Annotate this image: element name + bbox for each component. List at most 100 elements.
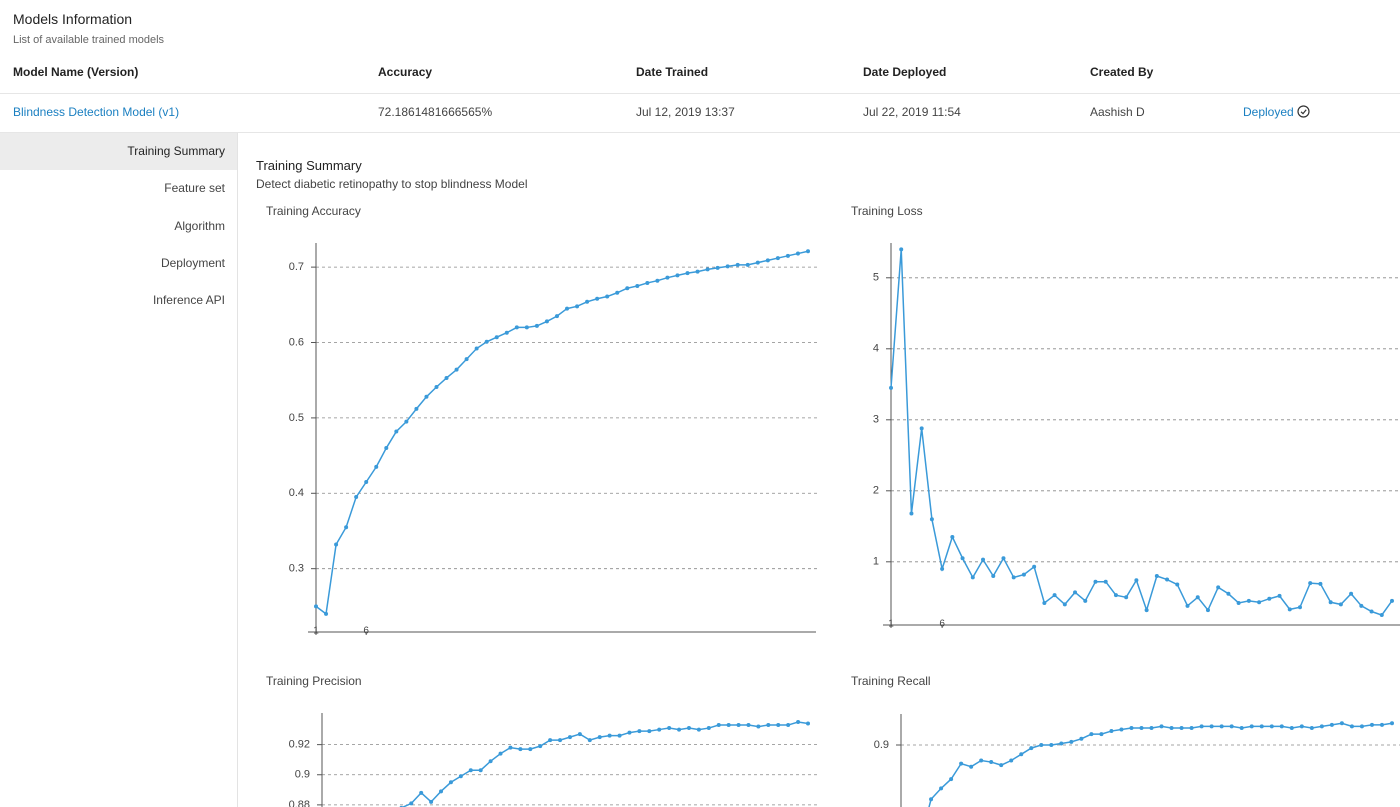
data-point bbox=[354, 495, 359, 500]
x-tick-label: 1 bbox=[888, 619, 894, 630]
nav-item[interactable]: Training Summary bbox=[0, 133, 237, 170]
data-point bbox=[1246, 598, 1251, 603]
data-point bbox=[1318, 581, 1323, 586]
data-point bbox=[448, 780, 453, 785]
data-point bbox=[419, 790, 424, 795]
data-point bbox=[1109, 729, 1114, 734]
status[interactable]: Deployed bbox=[1243, 105, 1310, 119]
data-point bbox=[324, 611, 329, 616]
data-point bbox=[1257, 600, 1262, 605]
data-point bbox=[409, 801, 414, 806]
data-point bbox=[645, 280, 650, 285]
data-point bbox=[1165, 577, 1170, 582]
data-point bbox=[528, 747, 533, 752]
data-point bbox=[637, 729, 642, 734]
data-point bbox=[909, 511, 914, 516]
data-point bbox=[575, 304, 580, 309]
data-point bbox=[1359, 724, 1364, 729]
data-line bbox=[890, 249, 1393, 616]
data-point bbox=[1189, 725, 1194, 730]
nav-item[interactable]: Deployment bbox=[160, 256, 225, 270]
nav-item[interactable]: Algorithm bbox=[174, 219, 225, 233]
data-point bbox=[524, 325, 529, 330]
data-point bbox=[1319, 724, 1324, 729]
data-point bbox=[1144, 608, 1149, 613]
y-tick-label: 2 bbox=[873, 485, 879, 497]
data-point bbox=[1195, 595, 1200, 600]
data-point bbox=[1199, 724, 1204, 729]
data-point bbox=[695, 269, 700, 274]
data-point bbox=[344, 525, 349, 530]
data-point bbox=[1249, 724, 1254, 729]
status-text: Deployed bbox=[1243, 105, 1294, 119]
data-point bbox=[334, 542, 339, 547]
data-point bbox=[1219, 724, 1224, 729]
data-point bbox=[766, 723, 771, 728]
data-point bbox=[806, 249, 810, 254]
data-point bbox=[756, 724, 761, 729]
data-point bbox=[414, 406, 419, 411]
y-tick-label: 0.4 bbox=[289, 487, 304, 499]
data-point bbox=[1093, 579, 1098, 584]
data-point bbox=[1079, 736, 1084, 741]
y-tick-label: 0.9 bbox=[874, 739, 889, 751]
data-point bbox=[1185, 603, 1190, 608]
page-subtitle: List of available trained models bbox=[13, 34, 165, 46]
data-point bbox=[716, 723, 721, 728]
data-point bbox=[1349, 724, 1354, 729]
data-point bbox=[615, 290, 620, 295]
data-point bbox=[1089, 732, 1094, 737]
model-link[interactable]: Blindness Detection Model (v1) bbox=[13, 105, 180, 119]
data-point bbox=[488, 759, 493, 764]
data-point bbox=[434, 384, 439, 389]
data-point bbox=[1338, 602, 1343, 607]
data-point bbox=[384, 446, 389, 451]
data-point bbox=[1083, 598, 1088, 603]
data-point bbox=[655, 278, 660, 283]
nav-item[interactable]: Inference API bbox=[152, 293, 225, 307]
data-point bbox=[444, 375, 449, 380]
data-point bbox=[755, 260, 760, 265]
y-tick-label: 0.3 bbox=[289, 563, 304, 575]
data-line bbox=[401, 721, 809, 807]
data-point bbox=[706, 726, 711, 731]
section-title: Training Summary bbox=[256, 158, 362, 173]
data-point bbox=[1349, 591, 1354, 596]
data-point bbox=[1236, 600, 1241, 605]
sidebar: Training Summary Feature set Algorithm D… bbox=[0, 133, 238, 807]
data-point bbox=[705, 267, 710, 272]
data-point bbox=[404, 419, 409, 424]
data-point bbox=[558, 738, 563, 743]
data-point bbox=[364, 479, 369, 484]
data-point bbox=[1049, 743, 1054, 747]
column-header: Created By bbox=[1090, 65, 1154, 79]
data-point bbox=[899, 247, 904, 252]
nav-item[interactable]: Feature set bbox=[164, 181, 225, 195]
data-point bbox=[1267, 596, 1272, 601]
data-point bbox=[795, 251, 800, 256]
data-point bbox=[715, 265, 720, 270]
data-point bbox=[544, 319, 549, 324]
check-icon bbox=[1297, 105, 1310, 118]
data-point bbox=[950, 534, 955, 539]
data-point bbox=[647, 729, 652, 734]
data-point bbox=[567, 735, 572, 740]
data-point bbox=[605, 294, 610, 299]
y-tick-label: 4 bbox=[873, 343, 879, 355]
data-point bbox=[1369, 609, 1374, 614]
data-point bbox=[776, 723, 781, 728]
data-point bbox=[685, 271, 690, 276]
data-point bbox=[981, 557, 986, 562]
y-tick-label: 0.9 bbox=[295, 769, 310, 781]
data-point bbox=[929, 797, 934, 802]
x-tick-label: 6 bbox=[939, 619, 945, 630]
data-point bbox=[577, 732, 582, 737]
data-line bbox=[315, 250, 809, 616]
data-point bbox=[1287, 607, 1292, 612]
data-line bbox=[928, 722, 1393, 807]
data-point bbox=[1099, 732, 1104, 737]
data-point bbox=[1390, 598, 1394, 603]
data-point bbox=[1216, 585, 1221, 590]
data-point bbox=[1039, 743, 1044, 747]
data-point bbox=[796, 720, 801, 725]
